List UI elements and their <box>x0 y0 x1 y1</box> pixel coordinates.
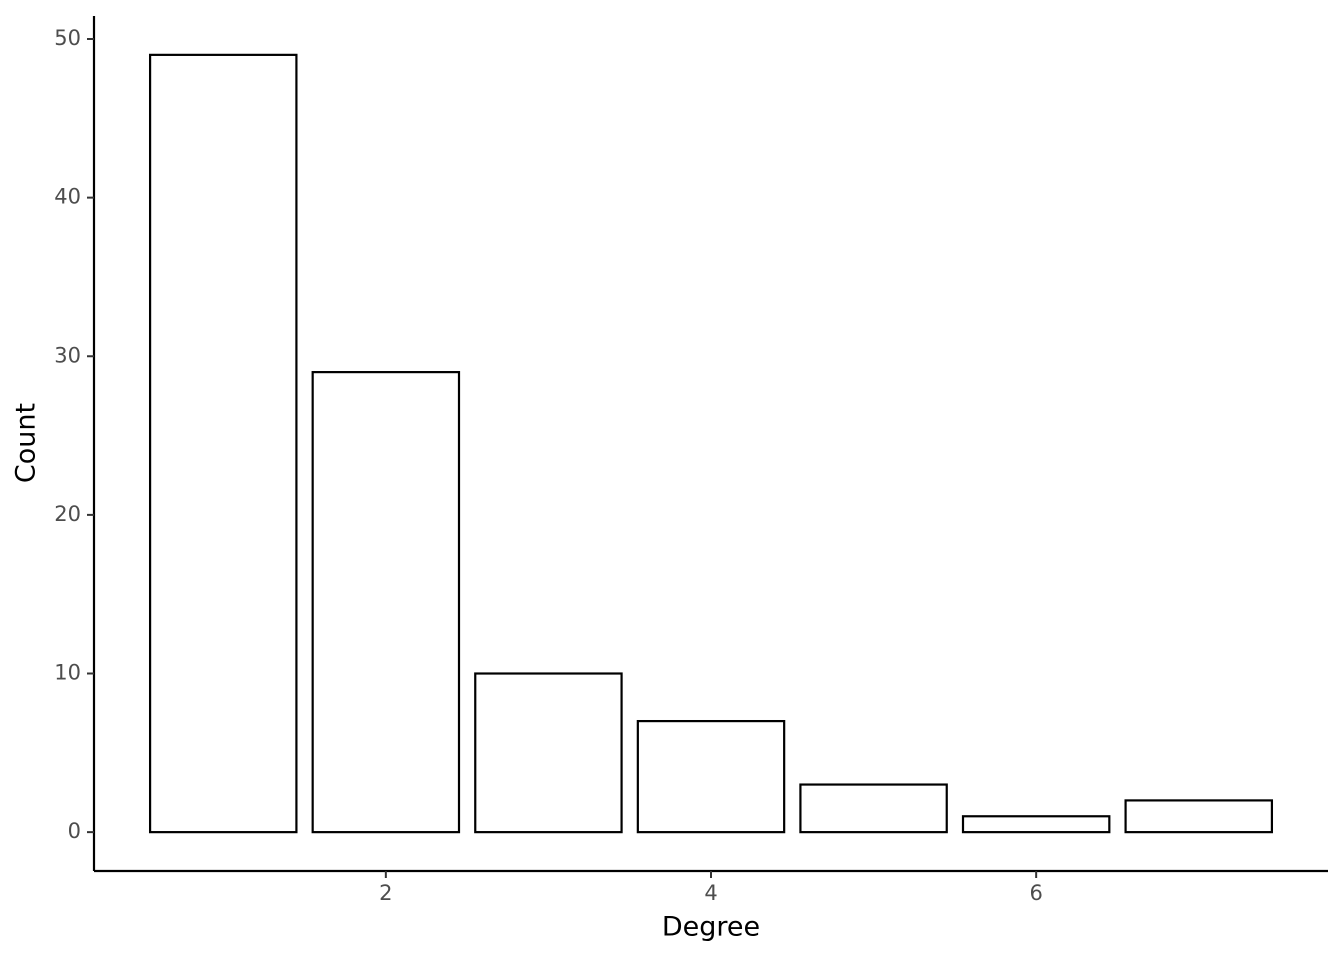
bar <box>961 815 1111 834</box>
bar <box>148 53 298 834</box>
bar <box>474 672 623 834</box>
y-tick-label: 50 <box>54 26 81 50</box>
x-tick-label: 2 <box>379 881 392 905</box>
bar <box>1124 799 1274 834</box>
bar <box>636 719 786 834</box>
bar <box>799 783 948 834</box>
bar <box>311 371 461 834</box>
x-tick-label: 6 <box>1029 881 1042 905</box>
y-tick-label: 40 <box>54 185 81 209</box>
y-tick-label: 30 <box>54 343 81 367</box>
y-tick-label: 0 <box>68 819 81 843</box>
y-axis-title: Count <box>11 403 42 483</box>
y-tick-label: 20 <box>54 502 81 526</box>
y-tick-label: 10 <box>54 661 81 685</box>
x-tick-label: 4 <box>704 881 717 905</box>
x-axis-title: Degree <box>662 912 760 943</box>
